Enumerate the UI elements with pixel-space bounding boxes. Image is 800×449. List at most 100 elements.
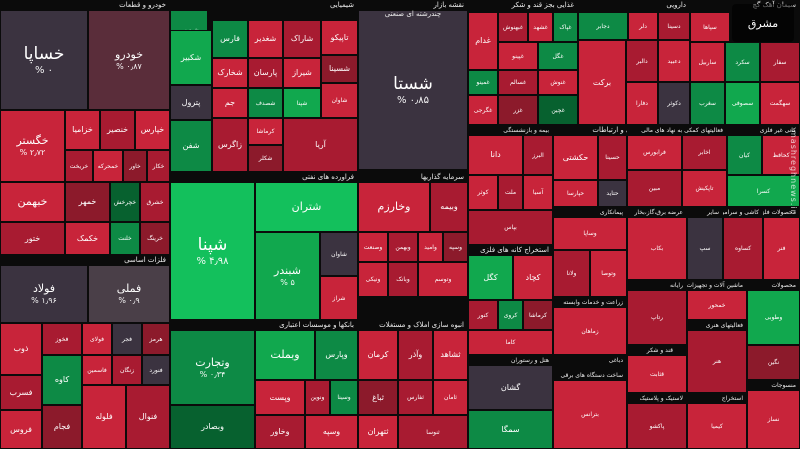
stock-tile[interactable]: کروی <box>498 300 523 330</box>
stock-tile[interactable]: سصوفی <box>725 82 760 125</box>
stock-tile[interactable]: خریخت <box>65 150 93 182</box>
stock-tile[interactable]: وبیمه <box>430 182 468 232</box>
stock-tile[interactable]: آریا <box>283 118 358 172</box>
stock-tile[interactable]: خاور <box>123 150 147 182</box>
stock-tile[interactable]: ختور <box>0 222 65 255</box>
stock-tile[interactable]: غزر <box>498 95 538 125</box>
stock-tile[interactable]: حسینا <box>598 135 627 180</box>
stock-tile[interactable]: فروس <box>0 410 42 449</box>
stock-tile[interactable]: شبندر ۵ % <box>255 232 320 320</box>
stock-tile[interactable]: سغرب <box>690 82 725 125</box>
stock-tile[interactable]: ثنوسا <box>398 415 468 449</box>
stock-tile[interactable]: فخوز <box>42 323 82 355</box>
stock-tile[interactable]: فلوله <box>82 385 126 449</box>
stock-tile[interactable]: خمحور <box>687 290 747 320</box>
stock-tile[interactable]: خشرق <box>140 182 170 222</box>
stock-tile[interactable]: زاگرس <box>212 118 248 172</box>
stock-tile[interactable]: فسرب <box>0 375 42 410</box>
stock-tile[interactable]: غپاک <box>553 12 578 42</box>
stock-tile[interactable]: سکرد <box>725 42 760 82</box>
stock-tile[interactable]: خبهمن <box>0 182 65 222</box>
stock-tile[interactable]: کیمیا <box>687 403 747 449</box>
stock-tile[interactable]: کنور <box>468 300 498 330</box>
stock-tile[interactable]: شاوان <box>320 232 358 276</box>
stock-tile[interactable]: حتاید <box>598 180 627 207</box>
stock-tile[interactable]: برکت <box>578 40 626 125</box>
stock-tile[interactable]: غسالم <box>498 70 538 95</box>
stock-tile[interactable]: زنگان <box>112 355 142 385</box>
stock-tile[interactable]: ثفارس <box>398 380 433 415</box>
stock-tile[interactable]: کگل <box>468 255 513 300</box>
stock-tile[interactable]: خرینگ <box>140 222 170 255</box>
stock-tile[interactable]: دالبر <box>626 40 658 82</box>
stock-tile[interactable]: هنر <box>687 330 747 393</box>
stock-tile[interactable]: ثامان <box>433 380 468 415</box>
stock-tile[interactable]: شستا ۰٫۸۵ % <box>358 10 468 170</box>
stock-tile[interactable]: ونوین <box>305 380 330 415</box>
stock-tile[interactable]: وصنعت <box>358 232 388 262</box>
stock-tile[interactable]: کرماشا <box>523 300 553 330</box>
stock-tile[interactable]: جم <box>212 88 248 118</box>
stock-tile[interactable]: البرز <box>523 135 553 175</box>
stock-tile[interactable]: غشهد <box>528 12 553 42</box>
stock-tile[interactable]: غپینو <box>498 42 538 70</box>
stock-tile[interactable]: دجابر <box>578 12 628 40</box>
stock-tile[interactable]: فنر <box>763 217 800 280</box>
stock-tile[interactable]: ملت <box>498 175 523 210</box>
stock-tile[interactable]: وتجارت ۰٫۳۴ % <box>170 330 255 405</box>
stock-tile[interactable]: فاسمین <box>82 355 112 385</box>
stock-tile[interactable]: دسینا <box>658 12 690 40</box>
stock-tile[interactable]: غبهنوش <box>498 12 528 42</box>
stock-tile[interactable]: حپارسا <box>553 180 598 207</box>
stock-tile[interactable]: فولای <box>82 323 112 355</box>
stock-tile[interactable]: غمینو <box>468 70 498 95</box>
stock-tile[interactable]: ونیکی <box>358 262 388 297</box>
stock-tile[interactable]: فملی ۰٫۹ % <box>88 265 170 323</box>
stock-tile[interactable]: نساز <box>747 390 800 449</box>
stock-tile[interactable]: وخارزم <box>358 182 430 232</box>
stock-tile[interactable]: غچین <box>538 95 578 125</box>
stock-tile[interactable]: سهگمت <box>760 82 800 125</box>
stock-tile[interactable]: وبملت <box>255 330 315 380</box>
stock-tile[interactable]: کسرا <box>727 175 800 207</box>
stock-tile[interactable]: شتران <box>255 182 358 232</box>
stock-tile[interactable]: غگل <box>538 42 578 70</box>
stock-tile[interactable]: وساپا <box>553 217 627 250</box>
stock-tile[interactable]: فولاد ۱٫۹۶ % <box>0 265 88 323</box>
stock-tile[interactable]: فارس <box>212 20 248 58</box>
stock-tile[interactable]: رتاپ <box>627 290 687 345</box>
stock-tile[interactable]: ساربیل <box>690 42 725 82</box>
stock-tile[interactable]: خکار <box>147 150 170 182</box>
stock-tile[interactable]: شفن <box>170 120 212 172</box>
stock-tile[interactable]: خودرو ۰٫۸۷ % <box>88 10 170 110</box>
stock-tile[interactable]: کچاد <box>513 255 553 300</box>
stock-tile[interactable]: وبانک <box>388 262 418 297</box>
stock-tile[interactable]: کرماشا <box>248 118 283 145</box>
stock-tile[interactable]: پاکشو <box>627 403 687 449</box>
stock-tile[interactable]: دکوثر <box>658 82 690 125</box>
stock-tile[interactable]: فجر <box>112 323 142 355</box>
stock-tile[interactable]: سمگا <box>468 410 553 449</box>
stock-tile[interactable]: شکلر <box>248 145 283 172</box>
stock-tile[interactable]: سفار <box>760 42 800 82</box>
stock-tile[interactable]: کیان <box>727 135 762 175</box>
stock-tile[interactable]: خکمک <box>65 222 110 255</box>
stock-tile[interactable]: بپاس <box>468 210 553 245</box>
stock-tile[interactable]: زماهان <box>553 307 627 355</box>
stock-tile[interactable]: تاپکیش <box>682 170 727 207</box>
stock-tile[interactable]: خساپا ۰ % <box>0 10 88 110</box>
stock-tile[interactable]: دعبید <box>658 40 690 82</box>
stock-tile[interactable]: دفارا <box>626 82 658 125</box>
stock-tile[interactable]: خمهر <box>65 182 110 222</box>
stock-tile[interactable]: وتوصا <box>590 250 627 297</box>
stock-tile[interactable]: شصدف <box>248 88 283 118</box>
stock-tile[interactable]: وتوسم <box>418 262 468 297</box>
stock-tile[interactable]: غدام <box>468 12 498 70</box>
stock-tile[interactable]: سپاها <box>690 12 730 42</box>
stock-tile[interactable]: شاراک <box>283 20 321 58</box>
stock-tile[interactable]: شپنا <box>283 88 321 118</box>
stock-tile[interactable]: وپست <box>255 380 305 415</box>
stock-tile[interactable]: وبصادر <box>170 405 255 449</box>
stock-tile[interactable]: گشان <box>468 365 553 410</box>
stock-tile[interactable]: وسپه <box>443 232 468 262</box>
